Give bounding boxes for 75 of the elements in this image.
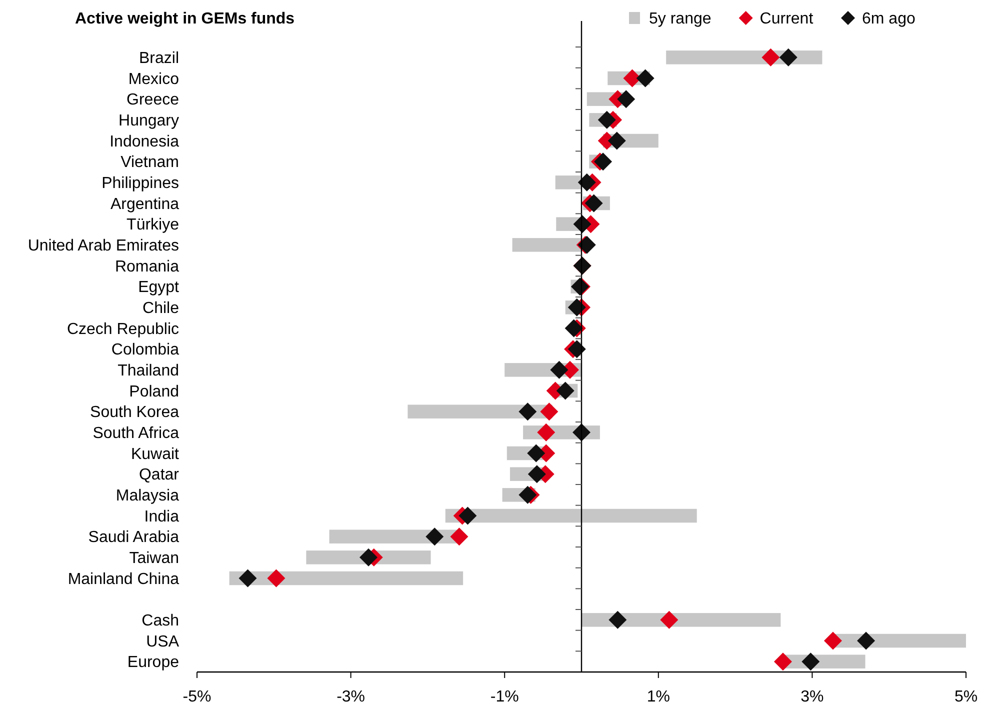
point bbox=[779, 48, 798, 66]
x-tick-label: -5% bbox=[182, 688, 212, 706]
point bbox=[584, 194, 603, 212]
y-tick-label: Colombia bbox=[111, 342, 180, 359]
point bbox=[660, 610, 678, 629]
chart-title: Active weight in GEMs funds bbox=[75, 10, 295, 28]
y-tick-label: Mexico bbox=[128, 70, 180, 88]
point bbox=[359, 548, 378, 566]
legend-label: 5y range bbox=[649, 10, 712, 28]
point bbox=[550, 360, 568, 379]
point bbox=[608, 610, 627, 629]
y-tick-label: United Arab Emirates bbox=[28, 238, 179, 255]
y-tick-label: Europe bbox=[127, 654, 180, 672]
bar bbox=[512, 238, 582, 252]
point bbox=[594, 152, 612, 171]
y-tick-label: Chile bbox=[142, 300, 180, 318]
x-tick-label: 1% bbox=[646, 688, 670, 706]
bar bbox=[555, 176, 582, 190]
y-tick-label: Indonesia bbox=[110, 133, 180, 150]
legend-label: 6m ago bbox=[862, 10, 916, 28]
y-tick-label: Argentina bbox=[110, 196, 180, 213]
y-tick-label: Thailand bbox=[118, 362, 179, 380]
y-tick-label: Greece bbox=[126, 92, 180, 109]
x-tick-label: -1% bbox=[490, 688, 519, 706]
y-tick-label: Qatar bbox=[138, 466, 180, 484]
point bbox=[556, 382, 574, 400]
y-tick-label: Taiwan bbox=[129, 550, 179, 568]
point bbox=[608, 132, 626, 150]
point bbox=[527, 444, 546, 462]
point bbox=[573, 215, 592, 234]
point bbox=[426, 528, 444, 546]
y-tick-label: Türkiye bbox=[126, 216, 180, 234]
y-tick-label: Saudi Arabia bbox=[88, 529, 180, 546]
y-tick-label: Brazil bbox=[138, 50, 179, 68]
point bbox=[518, 486, 537, 504]
point bbox=[238, 569, 257, 588]
point bbox=[568, 340, 586, 358]
point bbox=[824, 632, 842, 650]
y-tick-label: Philippines bbox=[102, 175, 179, 192]
point bbox=[774, 652, 792, 671]
point bbox=[518, 402, 537, 421]
point bbox=[636, 69, 654, 88]
y-tick-label: South Korea bbox=[90, 404, 180, 422]
point bbox=[540, 402, 558, 421]
point bbox=[537, 423, 556, 442]
y-tick-label: Kuwait bbox=[130, 446, 180, 463]
point bbox=[802, 652, 820, 671]
point bbox=[458, 506, 477, 525]
point bbox=[578, 173, 596, 192]
y-tick-label: USA bbox=[146, 633, 180, 650]
point bbox=[450, 528, 468, 546]
y-tick-label: Egypt bbox=[138, 279, 180, 296]
y-tick-label: Malaysia bbox=[116, 488, 180, 505]
y-tick-label: Poland bbox=[129, 383, 179, 400]
point bbox=[598, 110, 616, 129]
y-tick-label: Cash bbox=[142, 612, 179, 630]
point bbox=[857, 632, 876, 650]
bar bbox=[445, 508, 697, 523]
y-tick-label: Romania bbox=[114, 258, 180, 276]
y-tick-label: Hungary bbox=[118, 112, 179, 130]
y-tick-label: India bbox=[144, 508, 180, 526]
point bbox=[564, 319, 583, 338]
y-tick-label: Mainland China bbox=[68, 570, 180, 588]
legend-label: Current bbox=[760, 10, 814, 28]
y-tick-label: Vietnam bbox=[120, 154, 179, 172]
y-tick-label: Czech Republic bbox=[66, 320, 179, 338]
point bbox=[267, 569, 286, 588]
x-tick-label: -3% bbox=[336, 688, 366, 706]
x-tick-label: 3% bbox=[800, 688, 824, 706]
point bbox=[617, 90, 636, 108]
point bbox=[762, 48, 780, 66]
point bbox=[568, 298, 586, 316]
y-tick-label: South Africa bbox=[92, 425, 180, 442]
x-tick-label: 5% bbox=[954, 688, 978, 706]
point bbox=[528, 465, 546, 484]
